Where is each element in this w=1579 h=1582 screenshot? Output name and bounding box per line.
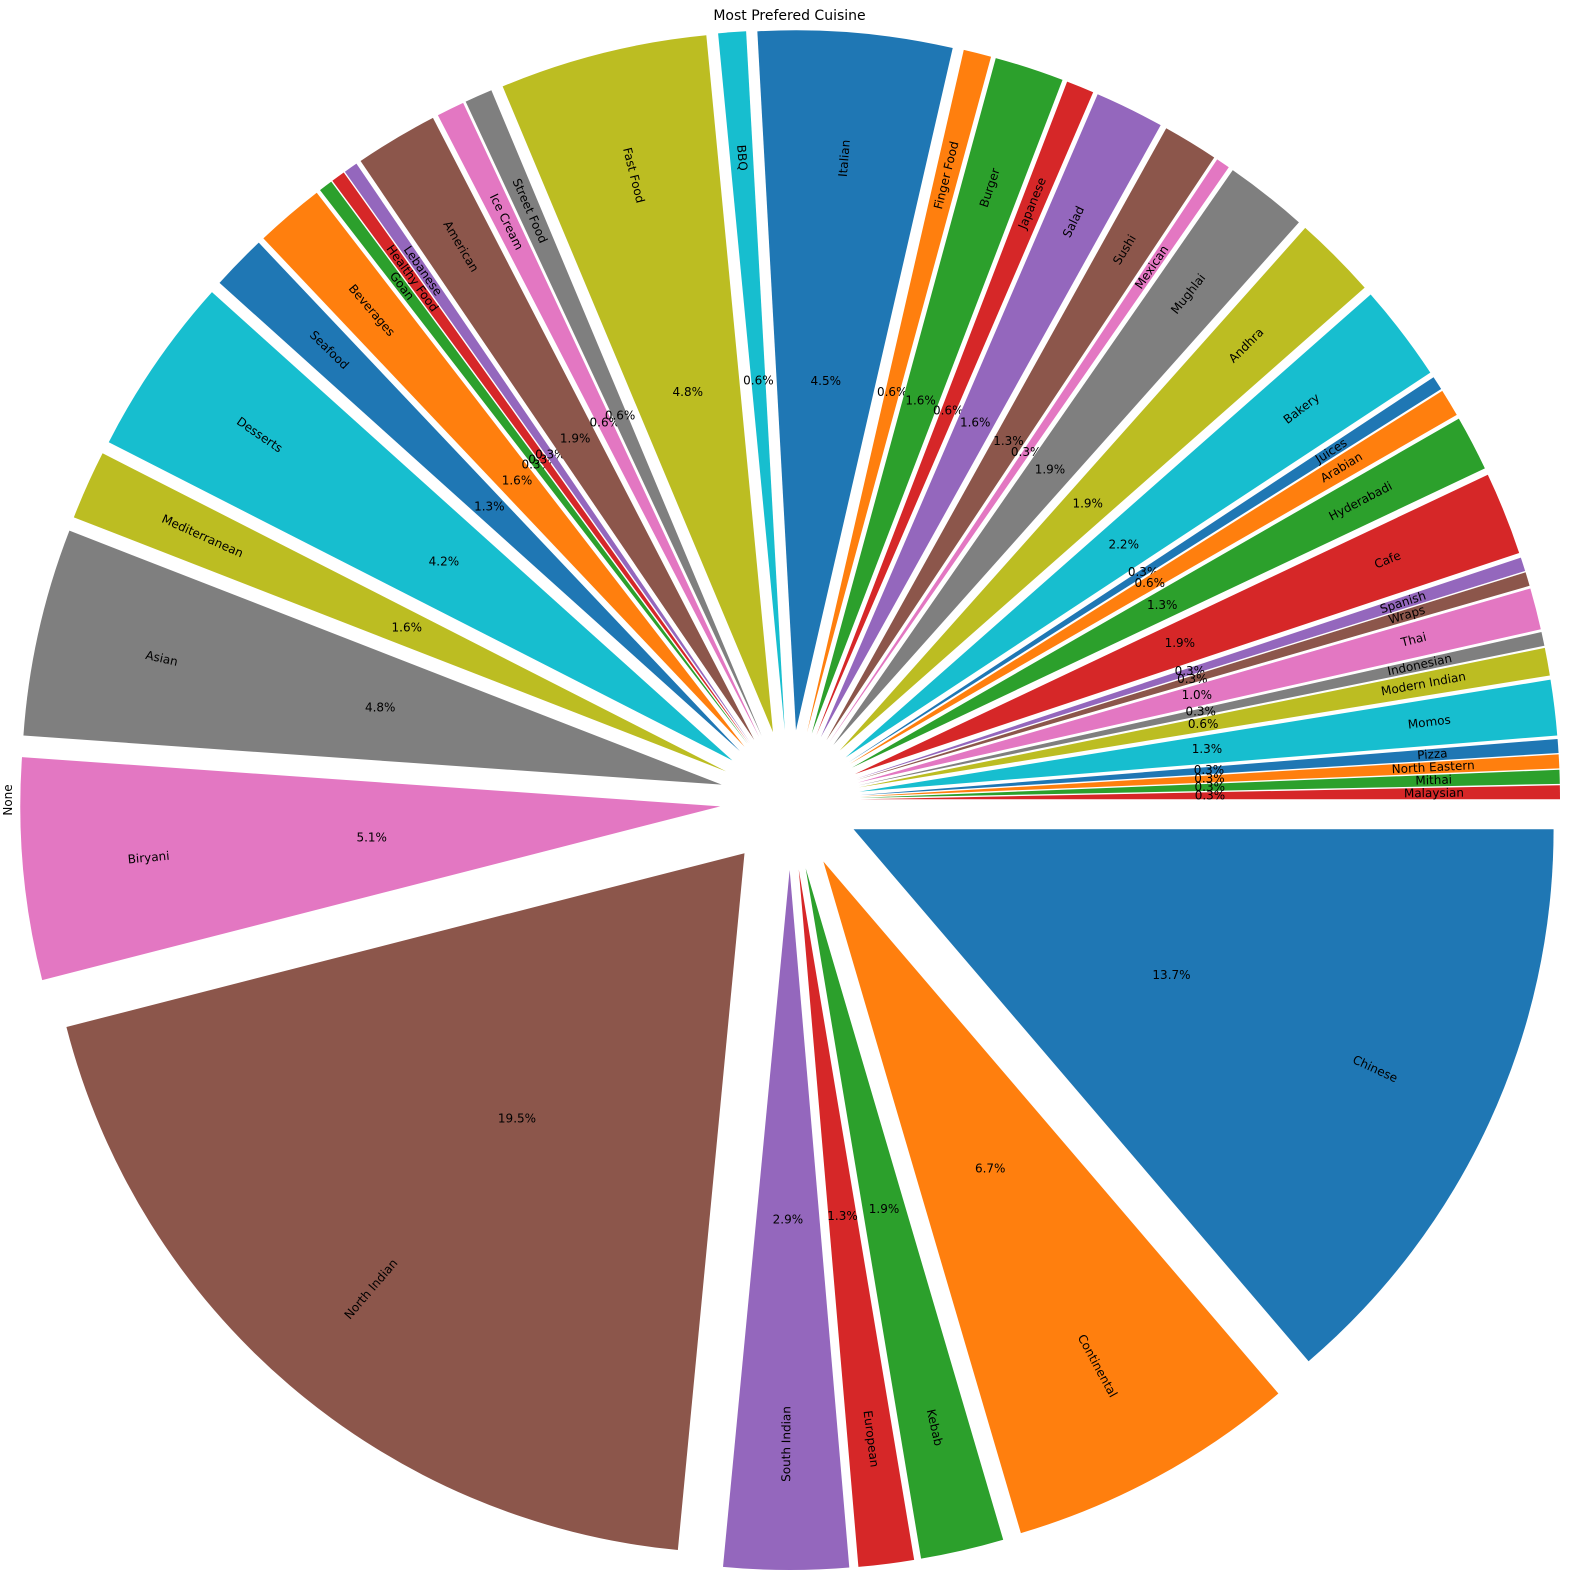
slice-label: Pizza [1417,746,1448,762]
slice-percent: 4.2% [429,555,460,569]
slice-percent: 1.9% [1165,636,1196,650]
slice-percent: 0.6% [1188,717,1219,731]
slice-percent: 5.1% [356,830,387,844]
slice-percent: 1.0% [1182,688,1213,702]
slice-percent: 1.3% [1192,742,1223,756]
slice-label: Momos [1407,713,1451,732]
slice-percent: 1.6% [960,416,991,430]
slice-percent: 0.6% [1135,576,1166,590]
slice-percent: 0.3% [1194,763,1225,777]
pie-slice-south-indian [723,869,850,1570]
slice-percent: 0.6% [605,408,636,422]
slice-percent: 0.3% [1194,771,1225,785]
slice-label: BBQ [734,144,750,171]
pie-slice-seafood [219,242,740,752]
slice-percent: 1.9% [560,432,591,446]
pie-slice-mexican [829,159,1229,743]
slice-label: Italian [836,139,853,177]
slice-percent: 2.2% [1108,538,1139,552]
slice-percent: 4.8% [365,701,396,715]
pie-slice-cafe [854,474,1520,774]
pie-slice-japanese [816,81,1094,736]
slice-percent: 1.9% [1035,463,1066,477]
slice-label: Thai [1399,630,1428,650]
pie-slice-malaysian [859,785,1560,800]
pie-slice-american [360,117,755,740]
pie-slice-spanish [856,557,1526,779]
slice-percent: 6.7% [975,1162,1006,1176]
slice-percent: 0.3% [1195,788,1226,802]
pie-slice-kebab [805,868,1004,1559]
pie-slice-asian [23,530,722,785]
pie-slice-mughlai [833,170,1299,746]
pie-slice-hyderabadi [852,418,1485,768]
slice-label: Asian [144,648,179,669]
pie-slice-indonesian [858,632,1545,786]
slice-percent: 0.3% [1011,445,1042,459]
pie-slice-pizza [859,738,1559,796]
pie-slice-mithai [859,769,1560,798]
slice-percent: 0.3% [1185,705,1216,719]
slice-percent: 0.3% [1177,672,1208,686]
pie-slice-goan [320,181,748,745]
slice-percent: 1.6% [392,621,423,635]
slice-label: Biryani [127,849,170,867]
pie-slice-biryani [20,757,721,981]
slice-label: South Indian [779,1406,793,1482]
slice-percent: 0.6% [743,374,774,388]
pie-slice-burger [811,58,1063,734]
pie-slice-street-food [465,90,762,736]
pie-slice-fast-food [502,35,773,733]
pie-slice-bbq [718,31,785,731]
pie-slice-modern-indian [858,647,1550,788]
pie-slice-north-eastern [859,754,1560,797]
pie-slice-arabian [849,390,1457,764]
slice-label: North Eastern [1391,758,1475,776]
pie-slice-healthy-food [332,172,749,744]
pie-slice-bakery [845,294,1431,758]
pie-slice-finger-food [807,49,992,733]
pie-slice-wraps [857,572,1530,780]
pie-slice-momos [859,679,1558,792]
pie-slice-mediterranean [73,453,727,772]
slice-percent: 1.3% [474,499,505,513]
pie-slice-sushi [826,128,1215,741]
slice-percent: 1.9% [1072,496,1103,510]
slice-percent: 0.6% [933,403,964,417]
slice-percent: 0.6% [590,416,621,430]
slice-percent: 0.3% [1195,780,1226,794]
slice-percent: 1.6% [905,393,936,407]
pie-slice-chinese [853,829,1554,1362]
slice-percent: 4.5% [811,374,842,388]
slice-percent: 1.3% [1147,598,1178,612]
slice-percent: 2.9% [773,1212,804,1226]
pie-slice-thai [857,588,1541,783]
pie-slice-continental [823,861,1279,1534]
slice-percent: 4.8% [673,385,704,399]
pie-slice-desserts [108,292,733,761]
chart-title: Most Prefered Cuisine [713,8,866,24]
slice-percent: 19.5% [498,1112,536,1126]
pie-slice-ice-cream [437,102,760,738]
slice-percent: 1.3% [993,434,1024,448]
pie-slice-european [798,869,915,1567]
slice-percent: 0.6% [877,385,908,399]
slice-percent: 13.7% [1152,968,1190,982]
slice-percent: 1.9% [869,1202,900,1216]
pie-slice-lebanese [344,163,751,743]
pie-slice-italian [757,30,953,731]
pie-slice-juices [848,377,1442,763]
slice-percent: 1.3% [827,1209,858,1223]
pie-slice-beverages [263,192,745,747]
slice-label: Malaysian [1404,786,1464,801]
slice-label: Mithai [1415,773,1452,788]
pie-slice-andhra [839,227,1365,751]
pie-slice-north-indian [66,853,745,1551]
slice-percent: 1.6% [502,473,533,487]
pie-slice-salad [820,94,1161,738]
